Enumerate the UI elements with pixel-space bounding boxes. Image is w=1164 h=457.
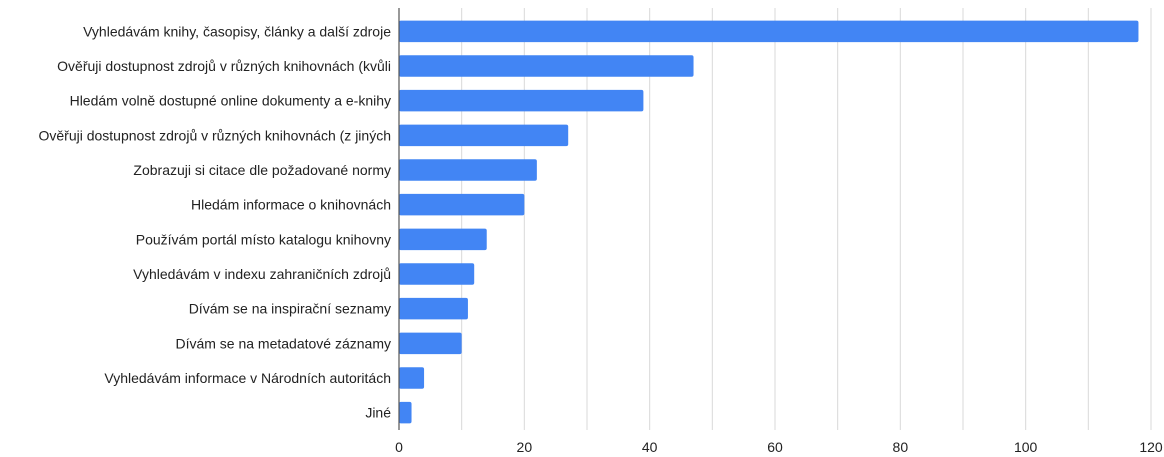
x-tick-label: 20	[517, 439, 533, 455]
bar	[399, 159, 537, 181]
bar	[399, 297, 468, 320]
bar	[399, 124, 569, 147]
category-label: Vyhledávám informace v Národních autorit…	[104, 370, 391, 386]
bar	[399, 367, 425, 389]
x-tick-labels: 0 20 40 60 80 100 120	[395, 439, 1163, 455]
bar	[399, 401, 412, 424]
bar	[399, 193, 525, 216]
x-tick-label: 40	[642, 439, 658, 455]
category-label: Dívám se na metadatové záznamy	[175, 335, 391, 351]
x-tick-label: 60	[767, 439, 783, 455]
bar	[399, 263, 475, 285]
category-label: Vyhledávám v indexu zahraničních zdrojů	[133, 266, 391, 282]
x-tick-label: 80	[893, 439, 909, 455]
category-labels: Vyhledávám knihy, časopisy, články a dal…	[38, 23, 391, 420]
gridlines	[461, 8, 1152, 430]
bar	[399, 332, 462, 355]
category-label: Zobrazuji si citace dle požadované normy	[133, 162, 391, 178]
x-tick-label: 120	[1139, 439, 1163, 455]
bar	[399, 55, 694, 77]
category-label: Ověřuji dostupnost zdrojů v různých knih…	[38, 127, 391, 143]
category-label: Jiné	[365, 405, 391, 421]
category-label: Ověřuji dostupnost zdrojů v různých knih…	[57, 58, 391, 74]
category-label: Dívám se na inspirační seznamy	[189, 301, 391, 317]
bar	[399, 228, 487, 251]
category-label: Hledám informace o knihovnách	[191, 197, 391, 213]
x-tick-label: 100	[1014, 439, 1038, 455]
category-label: Používám portál místo katalogu knihovny	[136, 231, 391, 247]
bars	[399, 20, 1139, 424]
category-label: Hledám volně dostupné online dokumenty a…	[70, 93, 391, 109]
x-tick-label: 0	[395, 439, 403, 455]
bar	[399, 20, 1139, 43]
bar	[399, 89, 644, 112]
category-label: Vyhledávám knihy, časopisy, články a dal…	[83, 23, 391, 39]
